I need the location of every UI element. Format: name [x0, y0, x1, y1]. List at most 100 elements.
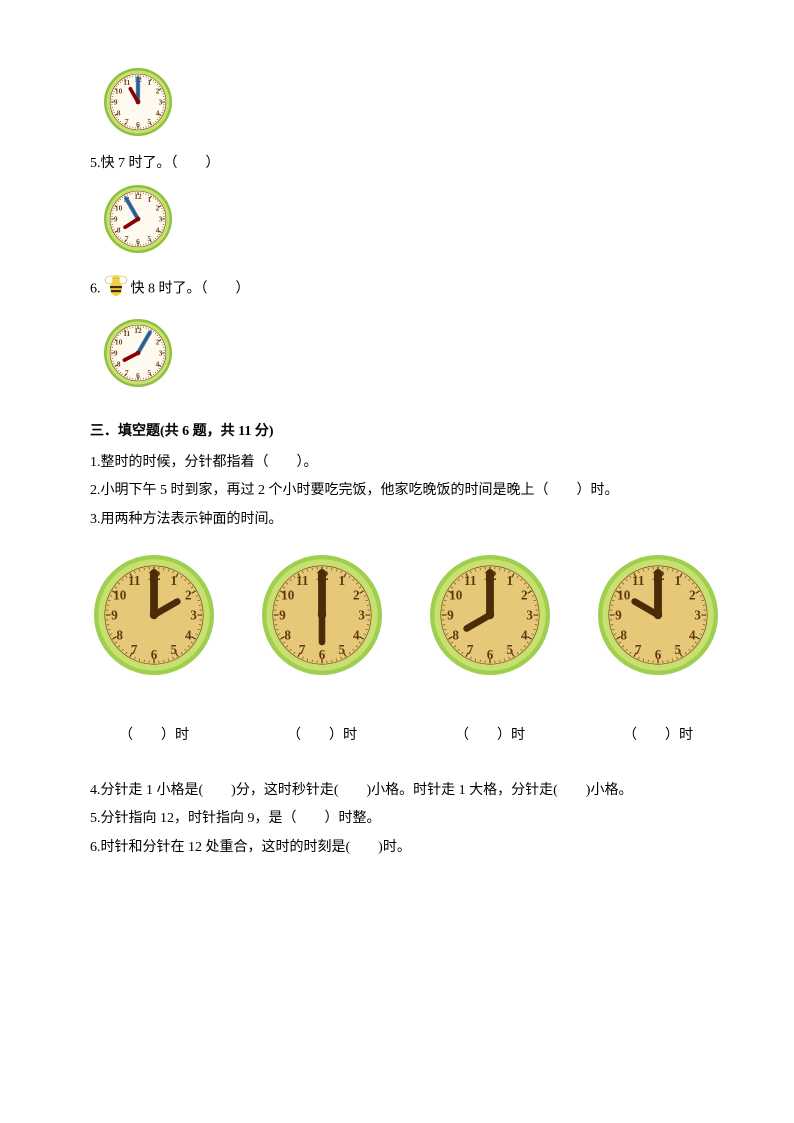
- svg-text:7: 7: [635, 642, 642, 657]
- svg-text:6: 6: [136, 120, 140, 129]
- svg-text:3: 3: [159, 215, 163, 224]
- svg-text:10: 10: [115, 337, 123, 346]
- svg-text:2: 2: [521, 588, 528, 603]
- svg-text:2: 2: [185, 588, 192, 603]
- svg-text:10: 10: [617, 588, 631, 603]
- svg-text:6: 6: [319, 647, 326, 662]
- svg-text:11: 11: [128, 573, 140, 588]
- svg-text:5: 5: [147, 117, 151, 126]
- svg-text:9: 9: [114, 348, 118, 357]
- svg-text:3: 3: [159, 348, 163, 357]
- svg-text:2: 2: [156, 204, 160, 213]
- svg-text:5: 5: [507, 642, 514, 657]
- fill-blank-4: 4.分针走 1 小格是( )分，这时秒针走( )小格。时针走 1 大格，分针走(…: [90, 780, 704, 802]
- svg-text:8: 8: [116, 627, 123, 642]
- svg-text:11: 11: [123, 78, 130, 87]
- clock-col-3: 123456789101112 （ ）时: [426, 551, 554, 744]
- svg-text:9: 9: [279, 607, 286, 622]
- svg-text:9: 9: [447, 607, 454, 622]
- clock-q5: 123456789101112: [100, 181, 704, 262]
- svg-text:7: 7: [131, 642, 138, 657]
- svg-text:11: 11: [296, 573, 308, 588]
- clock-col-2: 123456789101112 （ ）时: [258, 551, 386, 744]
- clock-col-1: 123456789101112 （ ）时: [90, 551, 218, 744]
- svg-text:8: 8: [117, 360, 121, 369]
- svg-text:5: 5: [147, 234, 151, 243]
- svg-text:1: 1: [675, 573, 682, 588]
- svg-text:5: 5: [675, 642, 682, 657]
- fill-blank-3: 3.用两种方法表示钟面的时间。: [90, 509, 704, 531]
- clock-label-3: （ ）时: [455, 724, 525, 744]
- clock-label-2: （ ）时: [287, 724, 357, 744]
- fill-blank-5: 5.分针指向 12，时针指向 9，是（ ）时整。: [90, 808, 704, 830]
- svg-text:10: 10: [449, 588, 463, 603]
- svg-text:10: 10: [115, 204, 123, 213]
- svg-text:10: 10: [113, 588, 127, 603]
- svg-text:9: 9: [114, 215, 118, 224]
- svg-text:4: 4: [185, 627, 192, 642]
- svg-text:10: 10: [281, 588, 295, 603]
- clock-row: 123456789101112 （ ）时 123456789101112 （ ）…: [90, 551, 704, 744]
- svg-text:6: 6: [655, 647, 662, 662]
- svg-text:8: 8: [452, 627, 459, 642]
- svg-text:8: 8: [117, 226, 121, 235]
- clock-label-1: （ ）时: [119, 724, 189, 744]
- svg-text:3: 3: [159, 98, 163, 107]
- svg-text:1: 1: [147, 78, 151, 87]
- svg-text:4: 4: [156, 226, 160, 235]
- svg-text:3: 3: [190, 607, 197, 622]
- svg-text:6: 6: [151, 647, 158, 662]
- clock-row-2: 123456789101112: [258, 551, 386, 684]
- svg-text:4: 4: [156, 360, 160, 369]
- svg-text:1: 1: [339, 573, 346, 588]
- svg-text:7: 7: [125, 117, 129, 126]
- clock-col-4: 123456789101112 （ ）时: [594, 551, 722, 744]
- svg-text:1: 1: [171, 573, 178, 588]
- svg-text:4: 4: [156, 109, 160, 118]
- clock-top: 123456789101112: [100, 64, 704, 145]
- svg-text:4: 4: [521, 627, 528, 642]
- svg-text:3: 3: [358, 607, 365, 622]
- svg-text:9: 9: [615, 607, 622, 622]
- svg-text:11: 11: [464, 573, 476, 588]
- q6-suffix: 快 8 时了。（ ）: [131, 282, 250, 297]
- svg-text:2: 2: [156, 337, 160, 346]
- svg-text:4: 4: [689, 627, 696, 642]
- svg-text:6: 6: [136, 371, 140, 380]
- bee-icon: [103, 270, 129, 308]
- section-3-header: 三．填空题(共 6 题，共 11 分): [90, 420, 704, 440]
- svg-text:5: 5: [147, 368, 151, 377]
- svg-text:9: 9: [111, 607, 118, 622]
- svg-text:4: 4: [353, 627, 360, 642]
- svg-text:1: 1: [507, 573, 514, 588]
- svg-text:1: 1: [147, 195, 151, 204]
- svg-text:12: 12: [134, 192, 142, 201]
- svg-text:11: 11: [632, 573, 644, 588]
- svg-text:8: 8: [117, 109, 121, 118]
- svg-text:11: 11: [123, 329, 130, 338]
- svg-text:2: 2: [353, 588, 360, 603]
- fill-blank-6: 6.时针和分针在 12 处重合，这时的时刻是( )时。: [90, 837, 704, 859]
- svg-text:7: 7: [467, 642, 474, 657]
- question-6: 6. 快 8 时了。（ ）: [90, 270, 704, 308]
- svg-text:6: 6: [136, 237, 140, 246]
- fill-blank-1: 1.整时的时候，分针都指着（ ）。: [90, 452, 704, 474]
- svg-text:5: 5: [171, 642, 178, 657]
- svg-text:10: 10: [115, 86, 123, 95]
- svg-text:7: 7: [125, 368, 129, 377]
- fill-blank-2: 2.小明下午 5 时到家，再过 2 个小时要吃完饭，他家吃晚饭的时间是晚上（ ）…: [90, 480, 704, 502]
- svg-text:3: 3: [694, 607, 701, 622]
- svg-text:2: 2: [689, 588, 696, 603]
- svg-text:8: 8: [284, 627, 291, 642]
- svg-text:2: 2: [156, 86, 160, 95]
- question-5: 5.快 7 时了。（ ）: [90, 153, 704, 175]
- svg-text:3: 3: [526, 607, 533, 622]
- clock-q6: 123456789101112: [100, 315, 704, 396]
- svg-text:9: 9: [114, 98, 118, 107]
- clock-row-3: 123456789101112: [426, 551, 554, 684]
- svg-text:7: 7: [125, 234, 129, 243]
- q6-prefix: 6.: [90, 282, 101, 297]
- clock-row-4: 123456789101112: [594, 551, 722, 684]
- clock-label-4: （ ）时: [623, 724, 693, 744]
- svg-text:6: 6: [487, 647, 494, 662]
